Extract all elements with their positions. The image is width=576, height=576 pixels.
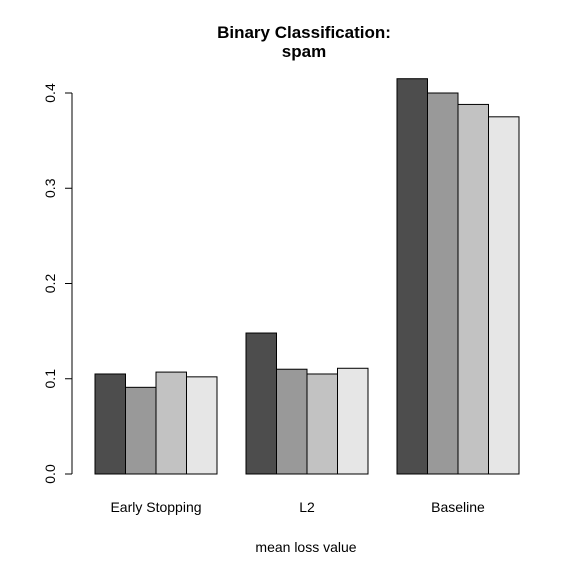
x-tick-label: Baseline xyxy=(431,499,485,515)
bar-baseline-1 xyxy=(396,78,428,475)
x-tick-label: L2 xyxy=(299,499,315,515)
bar-early-stopping-2 xyxy=(125,386,157,475)
y-tick-label: 0.3 xyxy=(42,178,58,198)
bar-baseline-4 xyxy=(488,116,520,475)
bars-group xyxy=(94,78,520,475)
y-tick-label: 0.0 xyxy=(42,464,58,484)
chart-subtitle: spam xyxy=(282,42,326,61)
chart-title: Binary Classification: xyxy=(217,23,391,42)
x-axis-label: mean loss value xyxy=(255,539,356,555)
bar-early-stopping-1 xyxy=(94,373,126,475)
x-tick-label: Early Stopping xyxy=(110,499,201,515)
bar-baseline-3 xyxy=(457,103,489,475)
y-tick-label: 0.4 xyxy=(42,83,58,103)
bar-baseline-2 xyxy=(427,92,459,475)
bar-l2-1 xyxy=(245,332,277,475)
bar-early-stopping-4 xyxy=(186,376,218,475)
y-tick-label: 0.2 xyxy=(42,274,58,294)
x-axis-labels: Early Stopping L2 Baseline xyxy=(110,499,485,515)
bar-l2-2 xyxy=(276,368,308,475)
y-axis: 0.0 0.1 0.2 0.3 0.4 xyxy=(42,83,73,484)
bar-l2-4 xyxy=(337,367,369,475)
bar-early-stopping-3 xyxy=(155,371,187,475)
bar-l2-3 xyxy=(306,373,338,475)
y-tick-label: 0.1 xyxy=(42,369,58,389)
